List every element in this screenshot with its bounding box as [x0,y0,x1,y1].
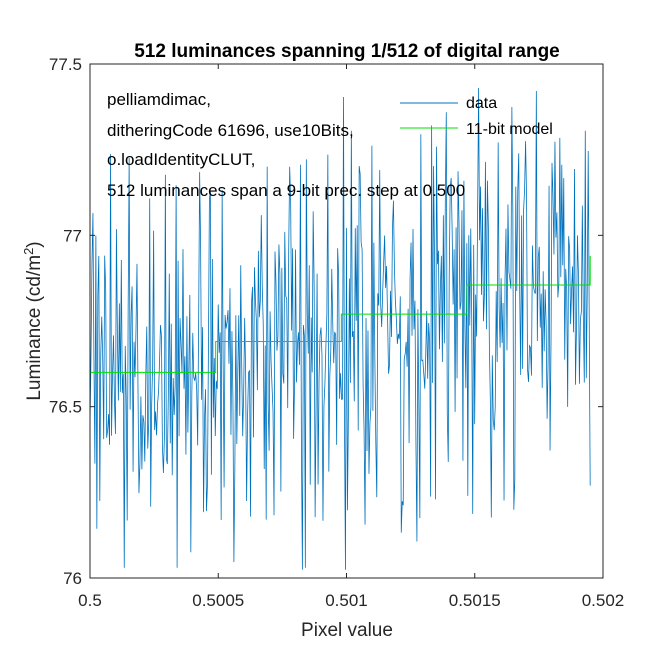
x-tick-label: 0.5 [78,591,102,610]
x-tick-label: 0.501 [325,591,368,610]
x-axis: 0.5 0.5005 0.501 0.5015 0.502 [78,64,624,610]
y-tick-label: 77.5 [49,55,82,74]
y-tick-label: 77 [63,226,82,245]
chart-title: 512 luminances spanning 1/512 of digital… [134,41,560,62]
x-tick-label: 0.5015 [449,591,501,610]
annotation-line-4: 512 luminances span a 9-bit prec. step a… [107,181,465,200]
series-model-line [90,255,591,373]
legend: data 11-bit model [400,95,553,138]
annotation-line-3: o.loadIdentityCLUT, [107,150,255,169]
x-tick-label: 0.5005 [192,591,244,610]
y-tick-label: 76 [63,569,82,588]
x-tick-label: 0.502 [582,591,625,610]
x-axis-label: Pixel value [301,620,393,641]
y-tick-label: 76.5 [49,398,82,417]
series-data-line [89,87,591,570]
annotation-line-2: ditheringCode 61696, use10Bits, [107,121,354,140]
annotation-line-1: pelliamdimac, [107,90,211,109]
y-axis-label: Luminance (cd/m2) [21,241,45,400]
plot-area [89,87,591,570]
legend-label-data: data [466,95,497,112]
legend-label-model: 11-bit model [466,121,553,138]
y-axis: 76 76.5 77 77.5 [49,55,603,588]
annotation: pelliamdimac, ditheringCode 61696, use10… [107,90,465,200]
